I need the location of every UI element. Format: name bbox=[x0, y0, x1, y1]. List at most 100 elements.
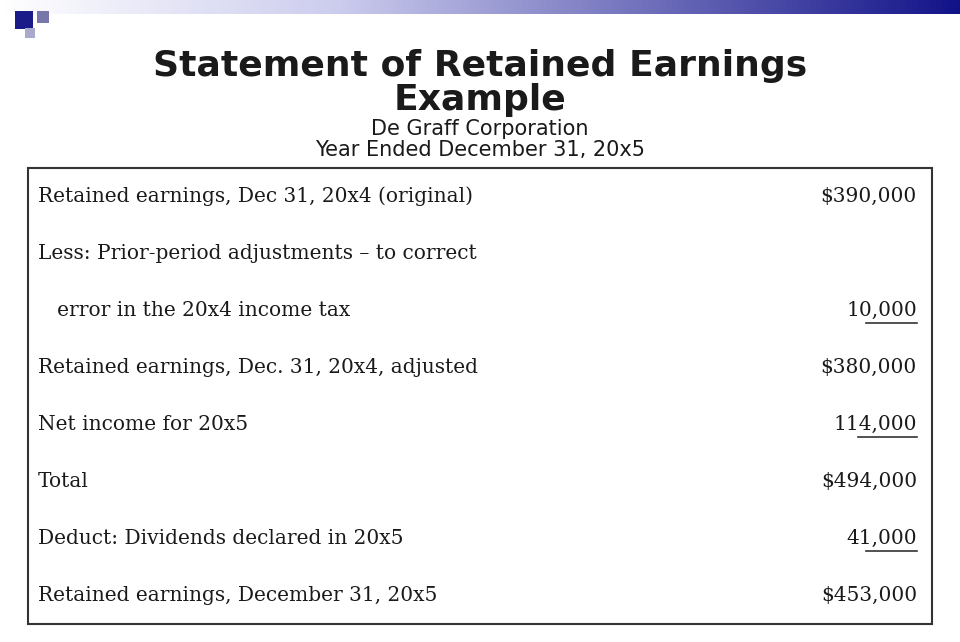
Bar bbox=[106, 0, 111, 14]
Text: Year Ended December 31, 20x5: Year Ended December 31, 20x5 bbox=[315, 140, 645, 160]
Bar bbox=[898, 0, 903, 14]
Bar bbox=[226, 0, 231, 14]
Bar bbox=[163, 0, 174, 14]
Bar bbox=[29, 0, 35, 14]
Bar bbox=[533, 0, 539, 14]
Bar bbox=[350, 0, 960, 14]
Bar bbox=[634, 0, 644, 14]
Bar bbox=[648, 0, 654, 14]
Bar bbox=[528, 0, 534, 14]
Bar bbox=[614, 0, 620, 14]
Bar bbox=[38, 0, 44, 14]
Bar bbox=[768, 0, 779, 14]
Bar bbox=[394, 0, 399, 14]
Text: Less: Prior-period adjustments – to correct: Less: Prior-period adjustments – to corr… bbox=[38, 244, 477, 263]
Bar bbox=[931, 0, 942, 14]
Bar bbox=[24, 0, 30, 14]
Bar bbox=[163, 0, 169, 14]
Bar bbox=[893, 0, 903, 14]
Bar bbox=[48, 0, 54, 14]
Bar bbox=[557, 0, 567, 14]
Bar bbox=[629, 0, 635, 14]
Bar bbox=[581, 0, 587, 14]
Bar bbox=[624, 0, 630, 14]
Bar bbox=[182, 0, 188, 14]
Bar bbox=[514, 0, 519, 14]
Bar bbox=[931, 0, 937, 14]
Bar bbox=[413, 0, 419, 14]
Bar bbox=[130, 0, 135, 14]
Bar bbox=[86, 0, 92, 14]
Bar bbox=[77, 0, 87, 14]
Bar bbox=[470, 0, 476, 14]
Bar bbox=[586, 0, 591, 14]
Bar bbox=[365, 0, 375, 14]
Bar bbox=[346, 0, 351, 14]
Bar bbox=[509, 0, 515, 14]
Bar bbox=[240, 0, 251, 14]
Bar bbox=[610, 0, 615, 14]
Bar bbox=[259, 0, 270, 14]
Bar bbox=[739, 0, 750, 14]
Bar bbox=[230, 0, 241, 14]
Bar bbox=[888, 0, 894, 14]
Bar bbox=[922, 0, 927, 14]
Text: Retained earnings, December 31, 20x5: Retained earnings, December 31, 20x5 bbox=[38, 586, 438, 605]
Bar bbox=[787, 0, 798, 14]
Bar bbox=[326, 0, 332, 14]
Bar bbox=[384, 0, 395, 14]
Bar bbox=[442, 0, 452, 14]
Text: $380,000: $380,000 bbox=[821, 358, 917, 377]
Bar bbox=[221, 0, 227, 14]
Text: Example: Example bbox=[394, 83, 566, 117]
Bar bbox=[269, 0, 275, 14]
Bar bbox=[883, 0, 889, 14]
Bar bbox=[101, 0, 107, 14]
Bar bbox=[235, 0, 241, 14]
Text: $453,000: $453,000 bbox=[821, 586, 917, 605]
Bar bbox=[950, 0, 960, 14]
Bar bbox=[643, 0, 654, 14]
Bar bbox=[288, 0, 294, 14]
Bar bbox=[298, 0, 303, 14]
Bar bbox=[677, 0, 683, 14]
Bar bbox=[811, 0, 817, 14]
Bar bbox=[547, 0, 558, 14]
Bar bbox=[192, 0, 198, 14]
Bar bbox=[864, 0, 875, 14]
Bar bbox=[778, 0, 788, 14]
Bar bbox=[274, 0, 279, 14]
Bar bbox=[734, 0, 740, 14]
Bar bbox=[590, 0, 596, 14]
Bar bbox=[374, 0, 385, 14]
Bar bbox=[466, 0, 471, 14]
Bar bbox=[874, 0, 879, 14]
Bar bbox=[706, 0, 711, 14]
Bar bbox=[125, 0, 131, 14]
Bar bbox=[25, 28, 35, 38]
Bar bbox=[365, 0, 371, 14]
Bar bbox=[941, 0, 951, 14]
Bar bbox=[197, 0, 203, 14]
Bar bbox=[662, 0, 668, 14]
Bar bbox=[686, 0, 692, 14]
Bar bbox=[115, 0, 121, 14]
Bar bbox=[754, 0, 759, 14]
Bar bbox=[154, 0, 164, 14]
Bar bbox=[859, 0, 865, 14]
Bar bbox=[701, 0, 711, 14]
Bar bbox=[638, 0, 644, 14]
Bar bbox=[173, 0, 183, 14]
Bar bbox=[250, 0, 255, 14]
Bar bbox=[744, 0, 750, 14]
Bar bbox=[576, 0, 582, 14]
Bar bbox=[605, 0, 615, 14]
Bar bbox=[432, 0, 438, 14]
Text: De Graff Corporation: De Graff Corporation bbox=[372, 119, 588, 139]
Bar bbox=[490, 0, 495, 14]
Bar bbox=[552, 0, 558, 14]
Bar bbox=[778, 0, 783, 14]
Bar bbox=[691, 0, 702, 14]
Bar bbox=[96, 0, 107, 14]
Bar bbox=[730, 0, 740, 14]
